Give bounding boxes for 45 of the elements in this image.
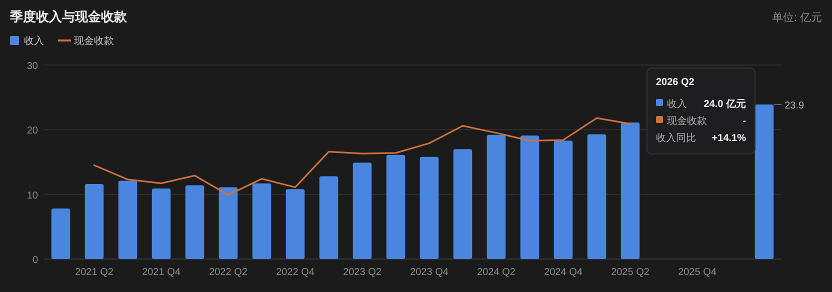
bar [620,122,640,259]
annotation: 2026 Q2 [656,77,695,88]
x-tick-label: 2025 Q4 [678,267,717,278]
bar [118,180,138,259]
x-tick-label: 2023 Q4 [410,267,449,278]
bar [453,149,472,259]
y-tick-label: 20 [26,126,38,137]
y-tick-label: 30 [26,61,38,72]
x-tick-label: 2022 Q4 [276,267,315,278]
annotation: 现金收款 [667,115,707,127]
x-tick-label: 2024 Q4 [544,267,583,278]
x-tick-label: 2024 Q2 [477,267,516,278]
x-tick-label: 2023 Q2 [343,267,382,278]
annotation: 24.0 亿元 [704,98,746,110]
x-tick-label: 2021 Q4 [142,267,181,278]
annotation: 收入 [667,98,687,110]
x-tick-label: 2022 Q2 [209,267,248,278]
bar [152,188,171,259]
bar [754,104,774,259]
legend-label: 收入 [24,35,44,47]
bar [185,185,204,259]
bar [319,176,338,259]
x-tick-label: 2021 Q2 [75,267,114,278]
bar [420,156,439,259]
annotation: - [742,116,746,127]
chart-title: 季度收入与现金收款 [9,9,128,24]
bar [554,140,573,259]
x-tick-label: 2025 Q2 [611,267,650,278]
bar [286,189,305,259]
legend-label: 现金收款 [74,35,114,47]
bar [51,208,70,259]
y-tick-label: 10 [26,190,38,202]
y-tick-label: 0 [32,255,38,266]
bar [486,134,506,259]
text: 单位: 亿元 [772,11,822,24]
bar [252,183,272,259]
bar [520,135,540,259]
bar [218,187,238,259]
bar [84,184,104,259]
annotation: 收入同比 [656,132,696,144]
data-label: 23.9 [784,100,805,112]
annotation: +14.1% [712,133,746,144]
bar [386,154,406,259]
bar [352,162,372,259]
bar [587,134,606,259]
